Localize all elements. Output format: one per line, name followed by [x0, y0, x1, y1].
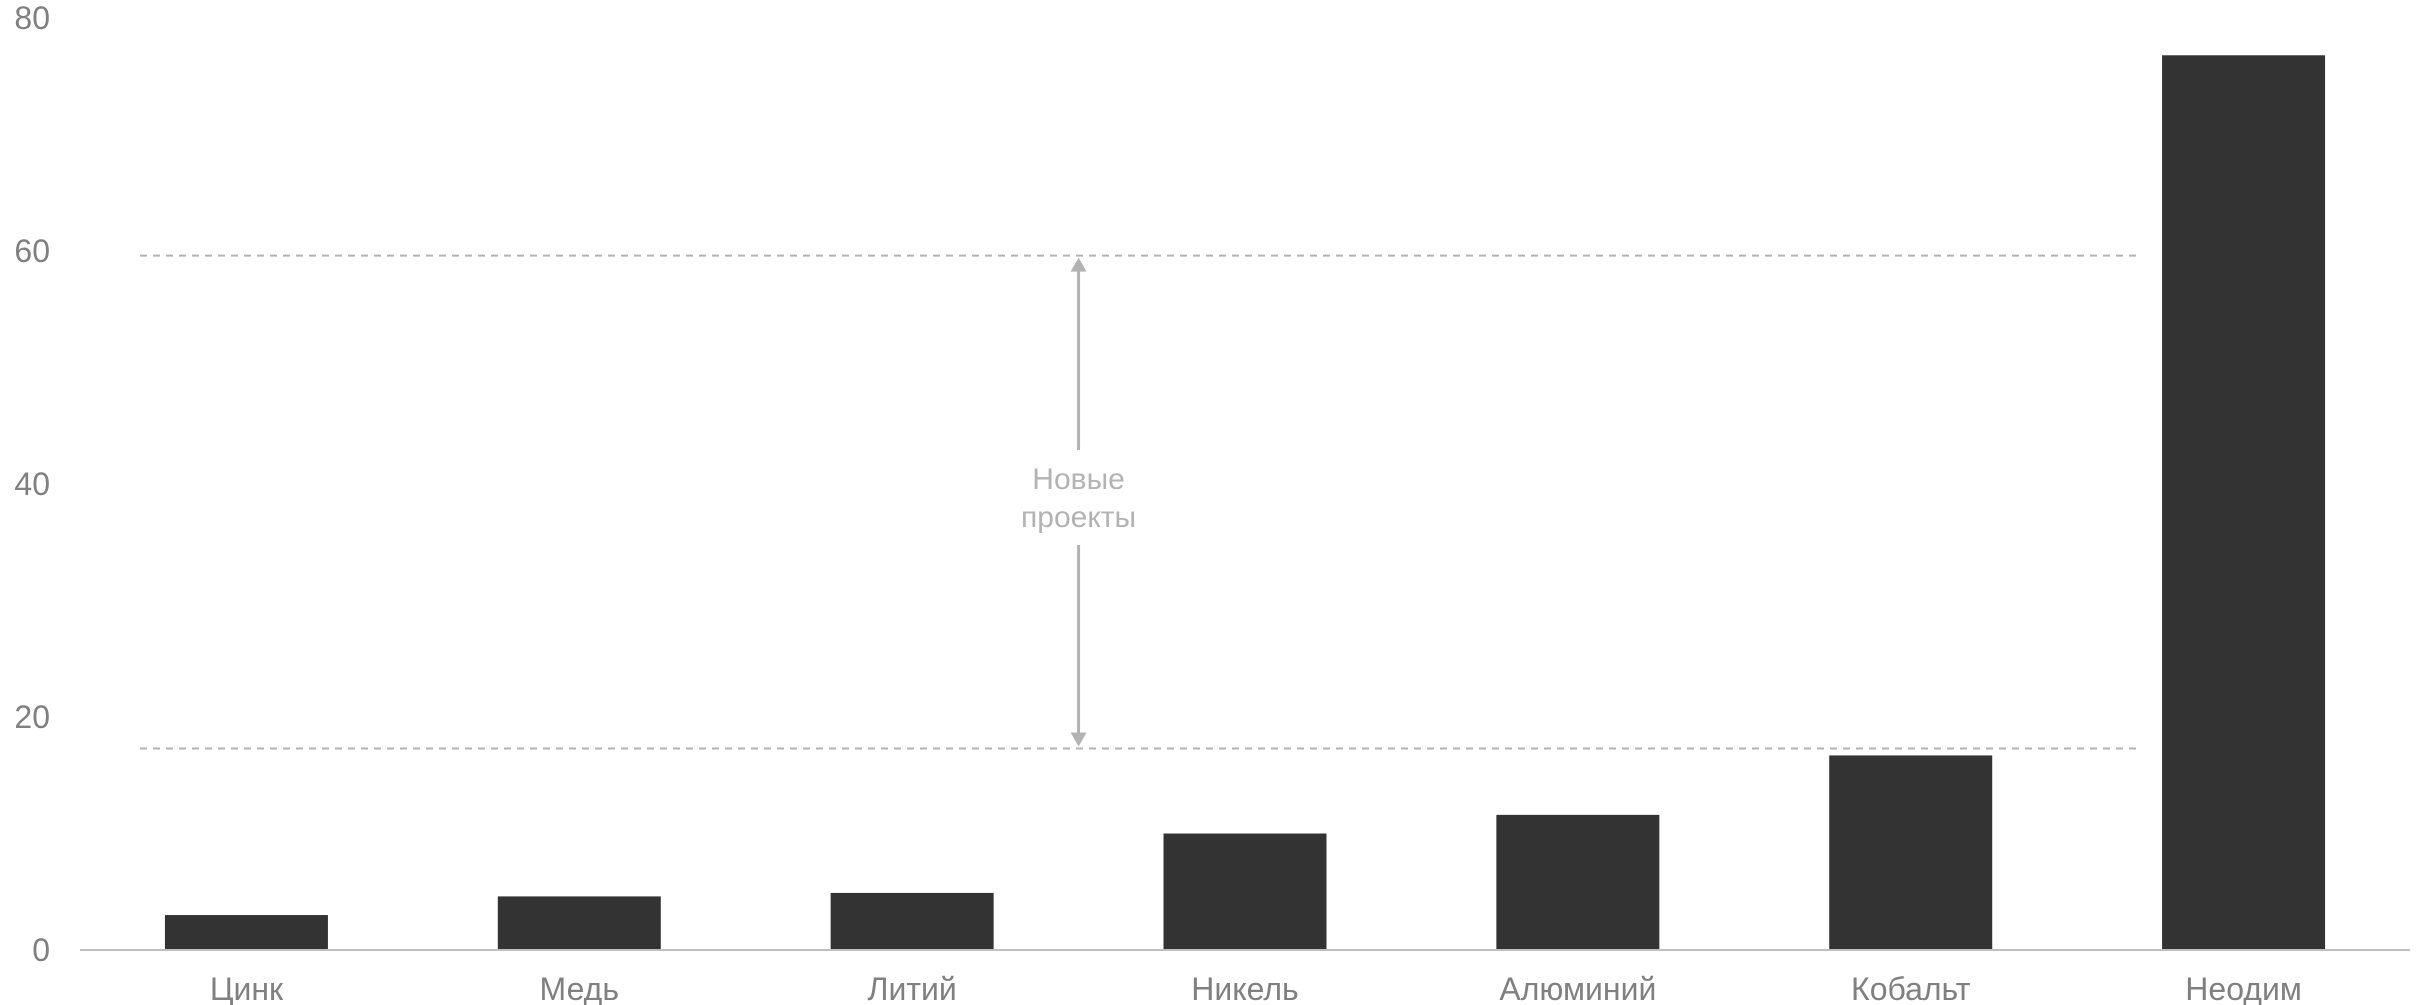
y-tick-label: 20 — [14, 699, 50, 735]
x-tick-label: Цинк — [210, 971, 284, 1005]
x-tick-label: Кобальт — [1851, 971, 1971, 1005]
x-tick-label: Литий — [868, 971, 957, 1005]
bar — [1496, 814, 1660, 950]
y-tick-label: 60 — [14, 233, 50, 269]
bar — [1829, 755, 1993, 950]
x-tick-label: Алюминий — [1499, 971, 1656, 1005]
bar — [1163, 833, 1327, 950]
bar — [2162, 55, 2326, 950]
x-tick-label: Медь — [540, 971, 619, 1005]
y-tick-label: 40 — [14, 466, 50, 502]
bars — [164, 55, 2326, 950]
y-tick-label: 80 — [14, 0, 50, 36]
annotation-new-projects: Новые проекты — [1021, 257, 1136, 747]
bar — [830, 892, 994, 950]
annotation-label-line-1: Новые — [1032, 463, 1125, 496]
bar — [164, 915, 328, 950]
arrow-down-head — [1070, 732, 1087, 747]
reference-lines — [140, 254, 2140, 750]
bar — [497, 896, 661, 950]
annotation-label-line-2: проекты — [1021, 501, 1136, 534]
arrow-up-head — [1070, 257, 1087, 272]
x-axis-labels: Цинк Медь Литий Никель Алюминий Кобальт Неодим — [210, 971, 2302, 1005]
x-tick-label: Никель — [1191, 971, 1298, 1005]
y-tick-label: 0 — [32, 932, 50, 968]
y-axis-ticks: 0 20 40 60 80 — [14, 0, 50, 968]
x-tick-label: Неодим — [2185, 971, 2302, 1005]
